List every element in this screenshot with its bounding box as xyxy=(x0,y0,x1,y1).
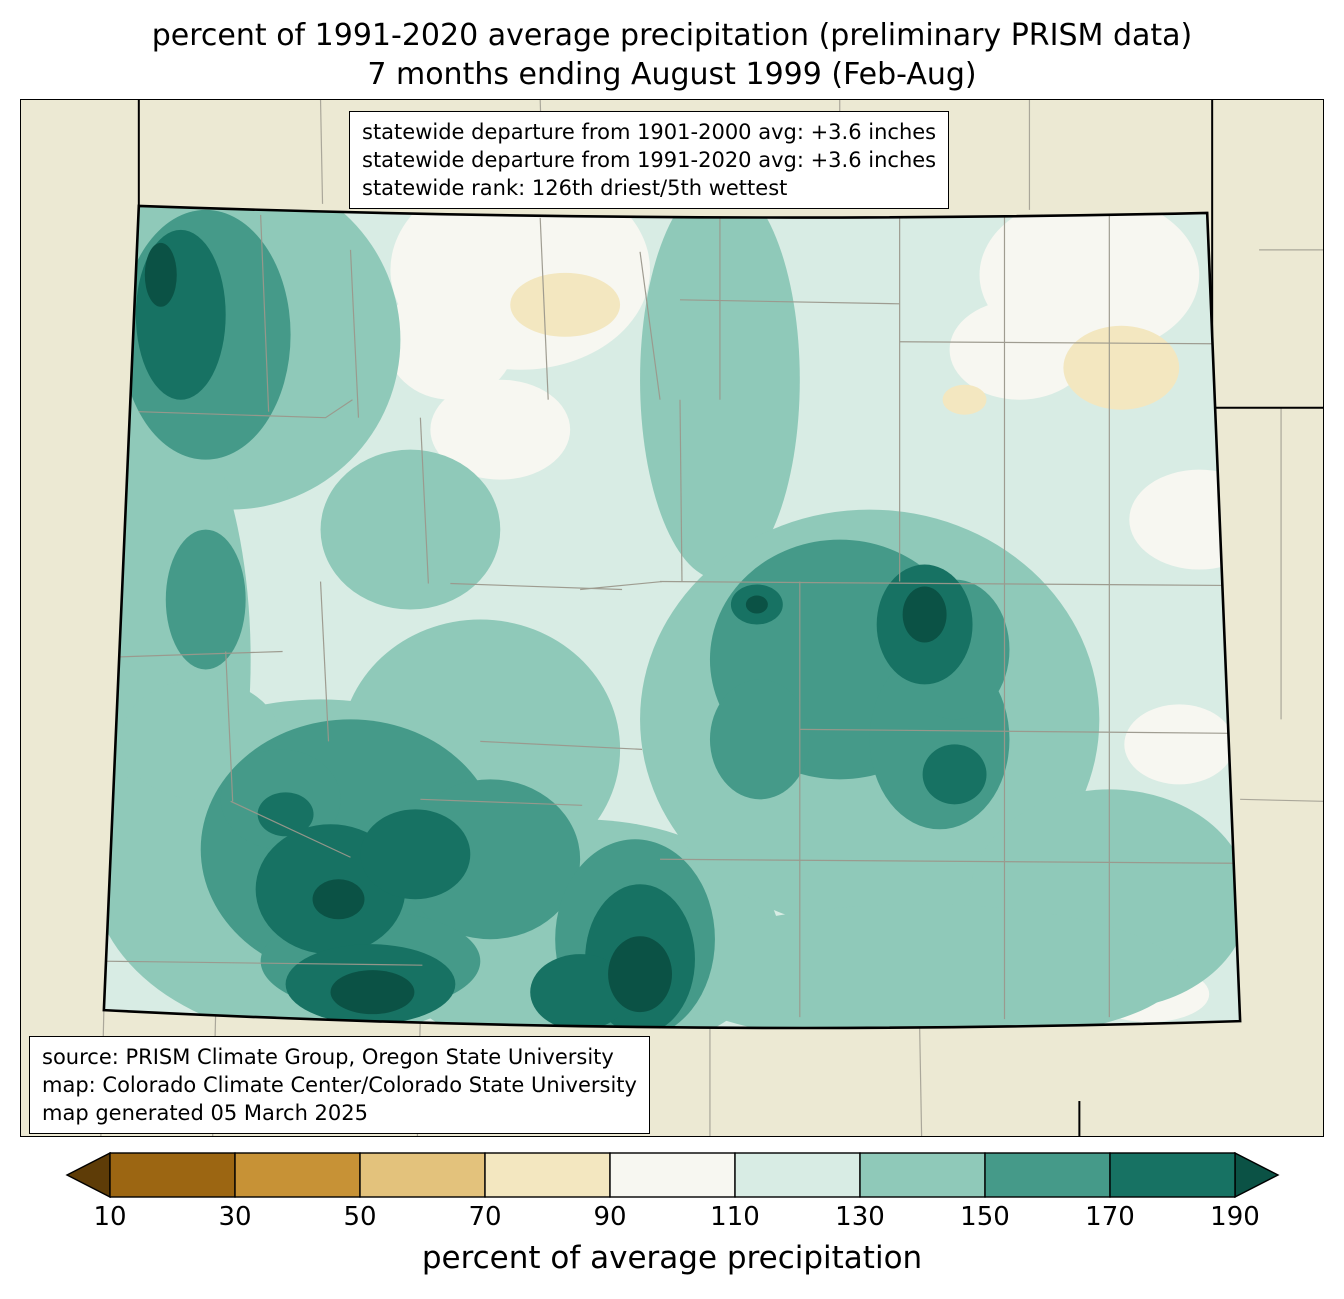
stats-line-rank: statewide rank: 126th driest/5th wettest xyxy=(362,176,788,201)
source-line-data: source: PRISM Climate Group, Oregon Stat… xyxy=(42,1045,614,1069)
colorbar-tick-label: 50 xyxy=(343,1202,377,1232)
colorbar-tick-label: 130 xyxy=(835,1202,885,1232)
colorbar-segment xyxy=(984,1152,1111,1198)
colorado-precipitation-map xyxy=(100,100,1323,1136)
colorbar-segment xyxy=(609,1152,736,1198)
page-title-line2: 7 months ending August 1999 (Feb-Aug) xyxy=(367,57,977,92)
colorbar-segment xyxy=(109,1152,236,1198)
colorbar-tick-label: 30 xyxy=(218,1202,252,1232)
contour-band-gt-190 xyxy=(144,242,947,1015)
page-title-line1: percent of 1991-2020 average precipitati… xyxy=(151,18,1193,53)
colorbar xyxy=(65,1151,1280,1199)
stats-box: statewide departure from 1901-2000 avg: … xyxy=(349,111,950,210)
source-line-generated: map generated 05 March 2025 xyxy=(42,1101,369,1126)
colorbar-segment xyxy=(484,1152,611,1198)
stats-line-departure-1991-2020: statewide departure from 1991-2020 avg: … xyxy=(362,148,937,173)
colorbar-tick-label: 10 xyxy=(93,1202,127,1232)
colorbar-axis-label: percent of average precipitation xyxy=(421,1240,923,1276)
colorbar-left-arrow xyxy=(65,1151,111,1199)
colorbar-right-arrow xyxy=(1234,1151,1280,1199)
colorbar-tick-label: 110 xyxy=(710,1202,760,1232)
colorbar-segment xyxy=(359,1152,486,1198)
colorbar-ticks: 10 30 50 70 90 110 130 150 170 190 xyxy=(65,1202,1280,1234)
colorado-state-border xyxy=(102,204,1242,1030)
county-lines xyxy=(103,214,1241,1020)
colorbar-segment xyxy=(859,1152,986,1198)
colorbar-segment xyxy=(234,1152,361,1198)
source-box: source: PRISM Climate Group, Oregon Stat… xyxy=(29,1036,650,1135)
stats-line-departure-1901-2000: statewide departure from 1901-2000 avg: … xyxy=(362,120,937,144)
colorbar-tick-label: 170 xyxy=(1085,1202,1135,1232)
colorbar-tick-label: 70 xyxy=(468,1202,502,1232)
colorbar-tick-label: 190 xyxy=(1210,1202,1260,1232)
map-frame: statewide departure from 1901-2000 avg: … xyxy=(20,99,1324,1137)
page-title: percent of 1991-2020 average precipitati… xyxy=(0,16,1344,94)
precip-contours xyxy=(103,205,1241,1028)
colorbar-tick-label: 90 xyxy=(593,1202,627,1232)
colorbar-segment xyxy=(1109,1152,1236,1198)
source-line-map: map: Colorado Climate Center/Colorado St… xyxy=(42,1073,637,1098)
contour-band-70-90 xyxy=(510,272,1180,415)
colorbar-svg xyxy=(65,1151,1280,1199)
colorbar-tick-label: 150 xyxy=(960,1202,1010,1232)
colorbar-segment xyxy=(734,1152,861,1198)
